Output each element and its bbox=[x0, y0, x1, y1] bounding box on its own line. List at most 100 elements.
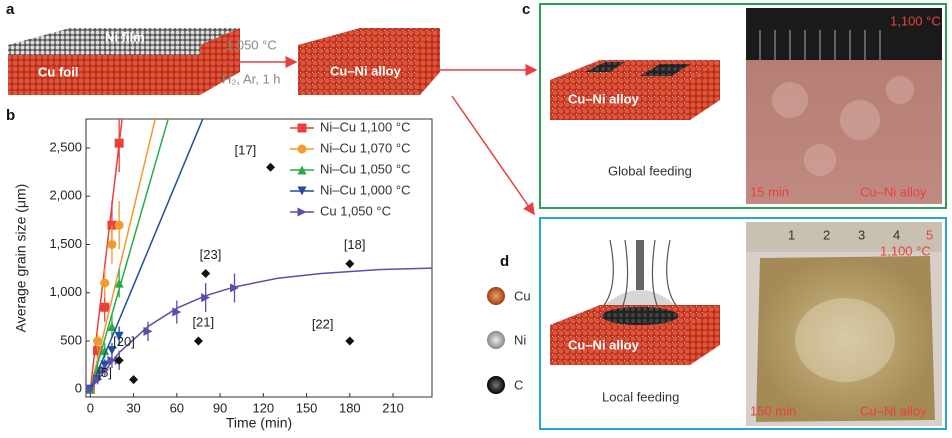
atom-icon bbox=[487, 376, 505, 394]
marker bbox=[297, 207, 307, 217]
photo-label: 1,100 °C bbox=[880, 243, 931, 258]
marker bbox=[345, 259, 355, 269]
x-tick-label: 180 bbox=[339, 400, 361, 415]
marker bbox=[107, 322, 117, 332]
y-tick-label: 2,500 bbox=[49, 139, 82, 154]
legend-label: Ni–Cu 1,050 °C bbox=[320, 161, 410, 176]
fit-line bbox=[89, 119, 156, 390]
marker bbox=[86, 384, 95, 394]
model-label: Cu–Ni alloy bbox=[568, 337, 640, 352]
x-tick-label: 210 bbox=[382, 400, 404, 415]
marker bbox=[114, 355, 124, 365]
marker bbox=[93, 336, 103, 346]
x-tick-label: 30 bbox=[126, 400, 140, 415]
legend-label: Ni–Cu 1,100 °C bbox=[320, 119, 410, 134]
alloy-block bbox=[298, 28, 440, 95]
x-axis-label: Time (min) bbox=[226, 415, 292, 431]
marker bbox=[297, 144, 307, 154]
panel-label: d bbox=[500, 253, 509, 270]
marker bbox=[345, 336, 355, 346]
marker bbox=[114, 331, 124, 341]
ruler-label: 1 bbox=[788, 227, 795, 242]
x-tick-label: 0 bbox=[87, 400, 94, 415]
marker bbox=[114, 220, 124, 230]
reference-label: [21] bbox=[192, 314, 214, 329]
marker bbox=[107, 355, 117, 365]
fit-line bbox=[89, 119, 204, 390]
marker bbox=[100, 278, 110, 288]
legend-label: Cu bbox=[514, 288, 531, 303]
panel-label: a bbox=[6, 1, 15, 18]
marker bbox=[107, 239, 117, 249]
plot-area bbox=[86, 119, 432, 394]
fit-line bbox=[89, 119, 169, 390]
condition: 1,050 °C bbox=[226, 37, 277, 52]
alloy-label: Cu–Ni alloy bbox=[330, 63, 402, 78]
alloy-model bbox=[550, 239, 720, 365]
caption: Global feeding bbox=[608, 163, 692, 178]
marker bbox=[266, 162, 276, 172]
condition: H₂, Ar, 1 h bbox=[222, 71, 281, 86]
panel-frame bbox=[539, 3, 947, 209]
caption: Local feeding bbox=[602, 389, 679, 404]
legend-label: Ni bbox=[514, 332, 526, 347]
photo-label: Cu–Ni alloy bbox=[860, 403, 927, 418]
y-tick-label: 0 bbox=[75, 381, 82, 396]
marker bbox=[93, 375, 103, 385]
model-label: Cu–Ni alloy bbox=[568, 91, 640, 106]
x-tick-label: 60 bbox=[170, 400, 184, 415]
panel-label: c bbox=[522, 1, 530, 18]
photo bbox=[746, 8, 942, 204]
marker bbox=[107, 346, 117, 356]
atom-icon bbox=[487, 331, 505, 349]
atom-icon bbox=[487, 287, 505, 305]
ruler-label: 5 bbox=[926, 227, 933, 242]
marker bbox=[93, 365, 103, 375]
plot: 0 500 1,000 1,500 2,000 2,500 0 30 60 90 120 150 180… bbox=[13, 118, 433, 431]
y-tick-label: 1,000 bbox=[49, 284, 82, 299]
layer-label: Ni film bbox=[105, 29, 145, 44]
x-tick-label: 150 bbox=[296, 400, 318, 415]
marker bbox=[114, 138, 124, 148]
photo bbox=[746, 222, 942, 426]
y-tick-label: 500 bbox=[60, 332, 82, 347]
marker bbox=[100, 346, 110, 356]
legend-label: Ni–Cu 1,070 °C bbox=[320, 140, 410, 155]
plot-frame bbox=[85, 118, 433, 398]
legend-label: C bbox=[514, 377, 523, 392]
marker bbox=[193, 336, 203, 346]
arrow bbox=[451, 95, 535, 216]
ruler-label: 2 bbox=[823, 227, 830, 242]
fit-line bbox=[89, 267, 432, 390]
ruler-label: 3 bbox=[858, 227, 865, 242]
marker bbox=[129, 375, 139, 385]
marker bbox=[114, 278, 124, 288]
reference-label: [23] bbox=[200, 247, 222, 262]
legend-label: Ni–Cu 1,000 °C bbox=[320, 182, 410, 197]
y-axis-label: Average grain size (μm) bbox=[13, 184, 29, 333]
ni-cu-stack bbox=[8, 28, 240, 95]
reference-label: [20] bbox=[113, 334, 135, 349]
photo-label: 150 min bbox=[750, 403, 796, 418]
marker bbox=[143, 326, 153, 336]
reference-label: [22] bbox=[312, 316, 334, 331]
alloy-model bbox=[550, 60, 720, 120]
panel-label: b bbox=[6, 107, 15, 124]
marker bbox=[172, 307, 182, 317]
y-tick-label: 2,000 bbox=[49, 188, 82, 203]
marker bbox=[201, 268, 211, 278]
y-tick-label: 1,500 bbox=[49, 236, 82, 251]
layer-label: Cu foil bbox=[38, 64, 78, 79]
marker bbox=[297, 123, 307, 133]
photo-label: 15 min bbox=[750, 184, 789, 199]
reference-label: [5] bbox=[98, 365, 112, 380]
marker bbox=[100, 365, 110, 375]
x-tick-label: 120 bbox=[252, 400, 274, 415]
marker bbox=[297, 186, 307, 196]
x-tick-label: 90 bbox=[213, 400, 227, 415]
legend-label: Cu 1,050 °C bbox=[320, 203, 391, 218]
marker bbox=[229, 283, 239, 293]
marker bbox=[297, 165, 307, 175]
photo-label: Cu–Ni alloy bbox=[860, 184, 927, 199]
